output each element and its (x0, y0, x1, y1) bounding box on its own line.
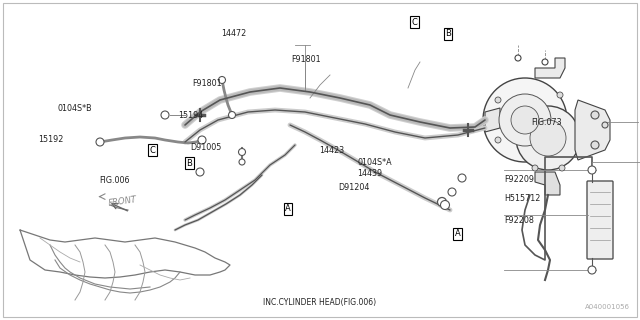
Circle shape (239, 159, 245, 165)
Circle shape (196, 168, 204, 176)
Text: 14423: 14423 (319, 146, 344, 155)
Text: 15192: 15192 (38, 135, 64, 144)
Text: 15194: 15194 (178, 111, 203, 120)
Circle shape (591, 141, 599, 149)
FancyBboxPatch shape (3, 3, 637, 317)
Text: 14472: 14472 (221, 29, 246, 38)
Circle shape (516, 106, 580, 170)
Text: C: C (412, 18, 418, 27)
Circle shape (588, 166, 596, 174)
Polygon shape (535, 172, 560, 195)
Text: A: A (455, 229, 460, 238)
Text: 0104S*B: 0104S*B (58, 104, 92, 113)
Circle shape (591, 111, 599, 119)
Circle shape (511, 106, 539, 134)
Circle shape (458, 174, 466, 182)
Text: F91801: F91801 (192, 79, 221, 88)
Text: A040001056: A040001056 (585, 304, 630, 310)
Circle shape (602, 122, 608, 128)
Polygon shape (485, 108, 500, 132)
Circle shape (530, 120, 566, 156)
Text: 14439: 14439 (357, 169, 382, 178)
Circle shape (440, 201, 449, 210)
Text: FRONT: FRONT (108, 195, 137, 208)
Circle shape (557, 92, 563, 98)
Circle shape (495, 137, 501, 143)
Text: FIG.006: FIG.006 (99, 176, 130, 185)
FancyBboxPatch shape (587, 181, 613, 259)
Text: D91005: D91005 (191, 143, 222, 152)
Circle shape (228, 111, 236, 118)
Text: FIG.073: FIG.073 (531, 118, 562, 127)
Polygon shape (535, 58, 565, 78)
Circle shape (96, 138, 104, 146)
Circle shape (198, 136, 206, 144)
Circle shape (588, 266, 596, 274)
Text: F92208: F92208 (504, 216, 534, 225)
Circle shape (483, 78, 567, 162)
Polygon shape (575, 100, 610, 160)
Circle shape (542, 59, 548, 65)
Text: B: B (186, 159, 193, 168)
Text: H515712: H515712 (504, 194, 541, 203)
Circle shape (161, 111, 169, 119)
Circle shape (515, 55, 521, 61)
Circle shape (559, 165, 565, 171)
Text: F91801: F91801 (291, 55, 321, 64)
Circle shape (448, 188, 456, 196)
Text: 0104S*A: 0104S*A (357, 158, 392, 167)
Text: C: C (149, 146, 156, 155)
Circle shape (218, 76, 225, 84)
Circle shape (438, 197, 447, 206)
Circle shape (239, 148, 246, 156)
Circle shape (495, 97, 501, 103)
Text: A: A (285, 204, 291, 213)
Circle shape (532, 165, 538, 171)
Text: F92209: F92209 (504, 175, 534, 184)
Text: B: B (445, 29, 451, 38)
Circle shape (499, 94, 551, 146)
Text: D91204: D91204 (338, 183, 369, 192)
Text: INC.CYLINDER HEAD(FIG.006): INC.CYLINDER HEAD(FIG.006) (264, 298, 376, 307)
